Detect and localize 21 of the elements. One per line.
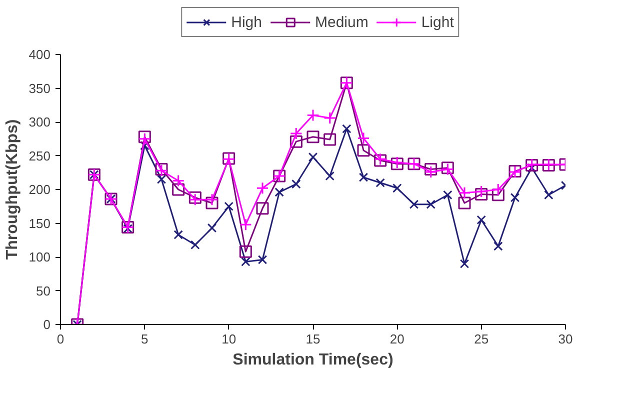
legend-label: Light (421, 14, 454, 30)
y-tick-label: 300 (28, 114, 51, 130)
legend-label: Medium (314, 14, 368, 30)
y-axis-title: Throughput(Kbps) (4, 119, 21, 260)
y-tick-label: 50 (36, 283, 51, 298)
y-tick-label: 400 (28, 47, 51, 62)
y-tick-label: 200 (28, 182, 51, 197)
x-tick-label: 30 (558, 332, 573, 346)
y-tick-label: 100 (28, 250, 51, 264)
y-tick-label: 150 (28, 216, 51, 231)
x-tick-label: 0 (56, 332, 64, 346)
x-tick-label: 15 (306, 332, 320, 346)
x-axis-title: Simulation Time(sec) (232, 352, 394, 368)
y-tick-label: 0 (43, 317, 51, 332)
x-tick-label: 20 (390, 332, 404, 346)
x-tick-label: 5 (141, 332, 148, 346)
y-tick-label: 350 (28, 80, 51, 96)
legend-label: High (231, 14, 262, 30)
y-tick-label: 250 (28, 148, 51, 164)
x-tick-label: 10 (222, 332, 236, 346)
x-tick-label: 25 (474, 332, 489, 346)
